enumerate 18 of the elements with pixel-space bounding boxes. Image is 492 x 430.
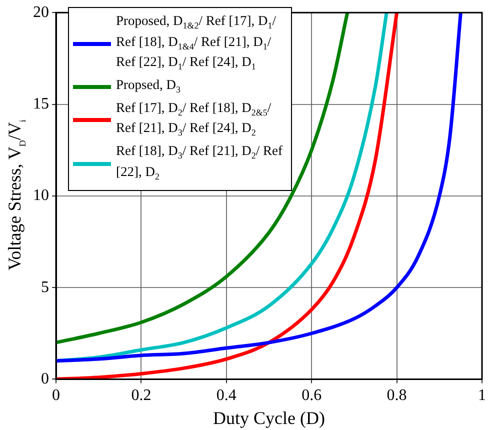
y-tick-label: 5 — [41, 278, 49, 296]
text: Ref [17], D$_{2}$/ Ref [18], D$_{2&5}$/ Ref [21], D$_{3}$/ Ref [24], D$_{2}$ — [116, 100, 272, 138]
x-tick-label: 0.2 — [131, 387, 152, 404]
x-tick-label: 0.8 — [386, 387, 407, 404]
line-series — [56, 12, 350, 344]
x-axis-title: Duty Cycle (D) — [213, 408, 325, 428]
y-tick-label: 10 — [33, 187, 49, 204]
x-tick-label: 0.6 — [302, 387, 322, 404]
y-tick-label: 0 — [41, 370, 49, 388]
y-tick-label: 20 — [33, 4, 49, 21]
x-tick-label: 0.4 — [216, 387, 236, 404]
text: Ref [18], D$_{3}$/ Ref [21], D$_{2}$/ Ref [22], D$_{2}$ — [116, 143, 282, 182]
x-tick-label: 1 — [478, 387, 486, 404]
text: Proposed, D$_{1&2}$/ Ref [17], D$_{1}$/ Ref [18], D$_{1&4}$/ Ref [21], D$_{1}$/ Ref [22], D$_{1}$/ Ref [24], D$_{1}$ — [116, 13, 276, 72]
x-tick-label: 0 — [52, 387, 60, 404]
y-tick-label: 15 — [33, 95, 49, 112]
legend-label: Propsed, D$_{3}$ — [116, 77, 180, 97]
line-series — [56, 12, 462, 363]
